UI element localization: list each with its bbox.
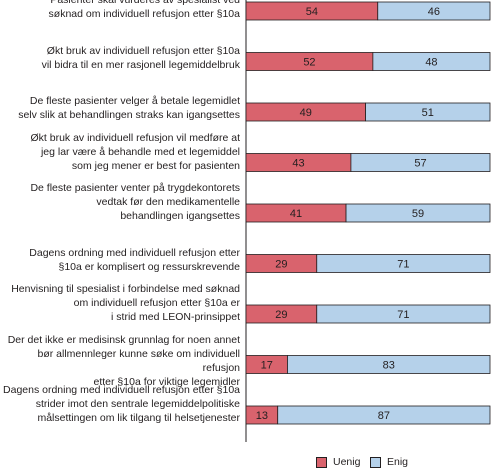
data-label-uenig-3: 43 (292, 158, 304, 170)
category-label-line: Økt bruk av individuell refusjon etter §… (46, 44, 240, 57)
category-label-line: Henvisning til spesialist i forbindelse … (11, 283, 240, 295)
category-label-3: Økt bruk av individuell refusjon vil med… (0, 131, 240, 173)
category-label-line: vil bidra til en mer rasjonell legemidde… (41, 58, 240, 71)
data-label-uenig-6: 29 (275, 309, 287, 321)
category-label-line: som jeg mener er best for pasienten (71, 159, 240, 172)
data-label-enig-2: 51 (422, 107, 434, 119)
data-label-enig-6: 71 (397, 309, 409, 321)
data-label-enig-7: 83 (383, 360, 395, 372)
legend-label-enig: Enig (387, 456, 409, 468)
data-label-enig-8: 87 (378, 410, 390, 422)
category-label-line: De fleste pasienter venter på trygdekont… (30, 182, 240, 194)
category-label-line: Dagens ordning med individuell refusjon … (29, 246, 240, 259)
legend-item-enig: Enig (370, 456, 408, 469)
category-label-5: Dagens ordning med individuell refusjon … (0, 246, 240, 274)
category-label-line: i strid med LEON-prinsippet (111, 311, 240, 323)
category-label-4: De fleste pasienter venter på trygdekont… (0, 181, 240, 223)
data-label-enig-1: 48 (425, 57, 437, 69)
data-label-enig-0: 46 (428, 6, 440, 18)
category-label-2: De fleste pasienter velger å betale lege… (0, 94, 240, 122)
legend-item-uenig: Uenig (316, 456, 360, 469)
category-label-line: De fleste pasienter velger å betale lege… (29, 95, 240, 107)
data-label-uenig-7: 17 (261, 360, 273, 372)
category-label-7: Der det ikke er medisinsk grunnlag for n… (0, 333, 240, 389)
data-label-uenig-1: 52 (303, 57, 315, 69)
category-label-line: strider imot den sentrale legemiddelpoli… (35, 398, 240, 410)
category-label-line: Dagens ordning med individuell refusjon … (3, 384, 240, 396)
category-label-line: etter §10a for viktige legemidler (93, 375, 241, 388)
category-label-6: Henvisning til spesialist i forbindelse … (0, 282, 240, 324)
category-label-0: Pasienter skal vurderes av spesialist ve… (0, 0, 240, 21)
category-label-line: søknad om individuell refusjon etter §10… (48, 8, 240, 20)
bar-enig-4 (345, 203, 491, 223)
data-label-uenig-5: 29 (275, 259, 287, 271)
legend-swatch-enig (370, 457, 381, 468)
bar-enig-7 (287, 355, 491, 374)
bar-enig-8 (277, 405, 491, 425)
legend-label-uenig: Uenig (333, 456, 361, 468)
data-label-enig-4: 59 (412, 208, 424, 220)
category-label-line: målsettingen om lik tilgang til helsetje… (37, 412, 240, 424)
category-label-line: Økt bruk av individuell refusjon vil med… (30, 131, 240, 144)
data-label-uenig-4: 41 (290, 208, 302, 220)
category-label-line: vedtak før den medikamentelle (96, 196, 240, 208)
category-label-line: om individuell refusjon etter §10a er (73, 297, 240, 309)
category-label-line: Der det ikke er medisinsk grunnlag for n… (7, 333, 240, 346)
data-label-uenig-2: 49 (300, 107, 312, 119)
category-label-line: Pasienter skal vurderes av spesialist ve… (50, 0, 240, 6)
bar-enig-2 (365, 102, 491, 122)
data-label-enig-5: 71 (397, 259, 409, 271)
data-label-enig-3: 57 (414, 158, 426, 170)
bar-enig-0 (377, 1, 491, 21)
category-label-8: Dagens ordning med individuell refusjon … (0, 383, 240, 425)
bar-enig-6 (316, 304, 491, 324)
category-label-line: jeg lar være å behandle med et legemidde… (40, 145, 240, 158)
data-label-uenig-0: 54 (306, 6, 318, 18)
data-label-uenig-8: 13 (256, 410, 268, 422)
bar-enig-1 (372, 52, 491, 71)
bar-enig-3 (350, 153, 491, 172)
category-label-line: selv slik at behandlingen straks kan iga… (18, 109, 240, 121)
category-label-1: Økt bruk av individuell refusjon etter §… (0, 44, 240, 72)
bar-enig-5 (316, 254, 491, 273)
category-label-line: behandlingen igangsettes (120, 210, 240, 222)
category-label-line: §10a er komplisert og ressurskrevende (58, 260, 240, 273)
legend-swatch-uenig (316, 457, 327, 468)
category-label-line: bør allmennleger kunne søke om individue… (37, 347, 240, 374)
